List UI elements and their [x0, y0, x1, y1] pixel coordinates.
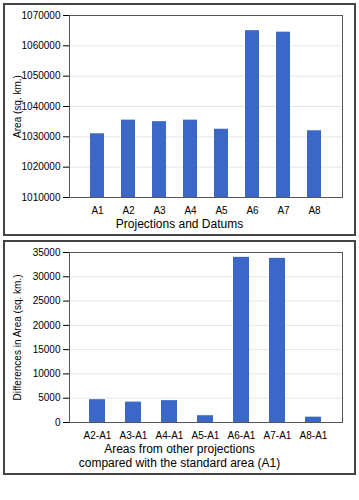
svg-text:A7: A7 — [277, 205, 290, 216]
svg-text:1070000: 1070000 — [22, 10, 61, 21]
svg-text:A3-A1: A3-A1 — [120, 430, 148, 441]
svg-text:A4: A4 — [184, 205, 197, 216]
svg-text:25000: 25000 — [33, 295, 61, 306]
svg-text:5000: 5000 — [38, 392, 61, 403]
svg-text:A4-A1: A4-A1 — [156, 430, 184, 441]
svg-text:1030000: 1030000 — [22, 131, 61, 142]
svg-text:0: 0 — [55, 417, 61, 428]
svg-text:1060000: 1060000 — [22, 40, 61, 51]
svg-text:1010000: 1010000 — [22, 192, 61, 203]
svg-text:A6-A1: A6-A1 — [228, 430, 256, 441]
svg-text:A2-A1: A2-A1 — [84, 430, 112, 441]
svg-text:30000: 30000 — [33, 271, 61, 282]
svg-text:A1: A1 — [91, 205, 104, 216]
svg-text:A8: A8 — [308, 205, 321, 216]
html-text:Projections and Datums: Projections and Datums — [115, 217, 244, 231]
svg-text:A6: A6 — [246, 205, 259, 216]
svg-text:A7-A1: A7-A1 — [264, 430, 292, 441]
svg-text:1020000: 1020000 — [22, 161, 61, 172]
svg-text:A8-A1: A8-A1 — [300, 430, 328, 441]
svg-text:A3: A3 — [153, 205, 166, 216]
svg-text:10000: 10000 — [33, 368, 61, 379]
svg-text:15000: 15000 — [33, 344, 61, 355]
svg-text:35000: 35000 — [33, 247, 61, 258]
html-text:Areas from other projections c: Areas from other projections compared wi… — [78, 442, 281, 470]
svg-text:A2: A2 — [122, 205, 135, 216]
svg-text:A5-A1: A5-A1 — [192, 430, 220, 441]
svg-text:Area (sq. km.): Area (sq. km.) — [12, 75, 23, 138]
svg-text:1040000: 1040000 — [22, 101, 61, 112]
svg-text:1050000: 1050000 — [22, 70, 61, 81]
svg-text:Differences in Area (sq. km.): Differences in Area (sq. km.) — [12, 275, 23, 401]
svg-text:A5: A5 — [215, 205, 228, 216]
svg-text:20000: 20000 — [33, 320, 61, 331]
